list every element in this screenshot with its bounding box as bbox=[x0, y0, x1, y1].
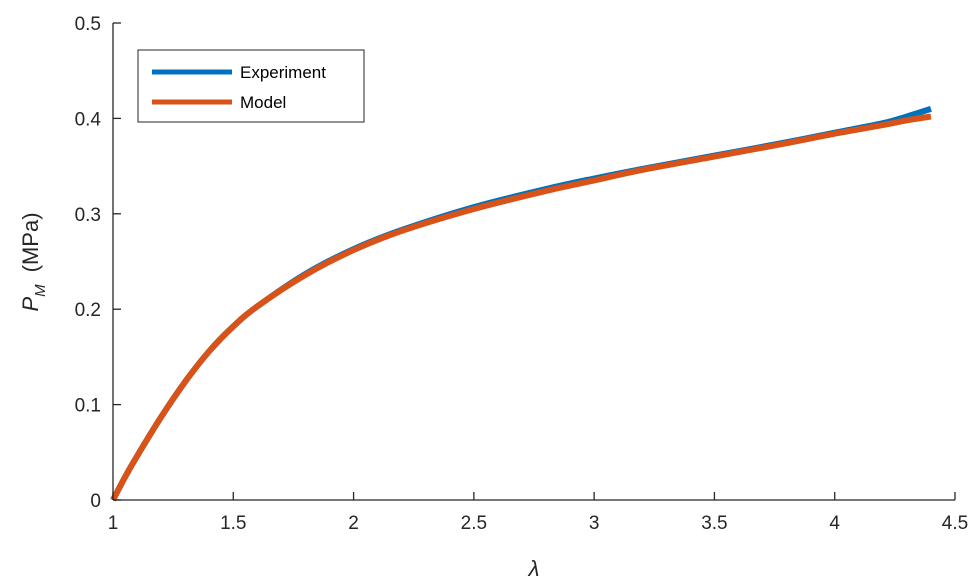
x-tick-label: 1 bbox=[108, 513, 119, 534]
y-axis-label-main: P bbox=[18, 297, 43, 312]
y-axis-label-unit: (MPa) bbox=[18, 212, 43, 272]
y-tick-label: 0.4 bbox=[75, 109, 102, 130]
legend: Experiment Model bbox=[137, 49, 365, 123]
y-axis-label-subscript: M bbox=[32, 284, 49, 297]
x-tick-label: 1.5 bbox=[220, 513, 246, 534]
x-tick-label: 3.5 bbox=[701, 513, 727, 534]
x-tick-label: 4.5 bbox=[942, 513, 968, 534]
series-line-experiment bbox=[110, 106, 932, 502]
x-ticks: 1 1.5 2 2.5 3 3.5 4 4.5 bbox=[108, 492, 968, 534]
x-axis-label: λ bbox=[528, 556, 540, 581]
plot-lines bbox=[110, 106, 932, 502]
x-tick-label: 2 bbox=[348, 513, 359, 534]
y-tick-label: 0.1 bbox=[75, 396, 101, 417]
x-tick-label: 2.5 bbox=[461, 513, 487, 534]
y-tick-label: 0.2 bbox=[75, 300, 101, 321]
series-line-model bbox=[110, 113, 932, 502]
y-tick-label: 0.5 bbox=[75, 14, 101, 35]
y-tick-label: 0 bbox=[90, 491, 101, 512]
x-tick-label: 4 bbox=[829, 513, 840, 534]
y-tick-label: 0.3 bbox=[75, 205, 101, 226]
legend-box bbox=[137, 49, 365, 123]
svg-text:PM(MPa): PM (MPa) bbox=[18, 212, 49, 311]
axes bbox=[112, 23, 955, 501]
y-axis-label: PM (MPa) bbox=[18, 212, 49, 311]
legend-label-experiment: Experiment bbox=[240, 63, 326, 82]
y-ticks: 0 0.1 0.2 0.3 0.4 0.5 bbox=[75, 14, 121, 512]
x-tick-label: 3 bbox=[589, 513, 600, 534]
legend-label-model: Model bbox=[240, 93, 286, 112]
